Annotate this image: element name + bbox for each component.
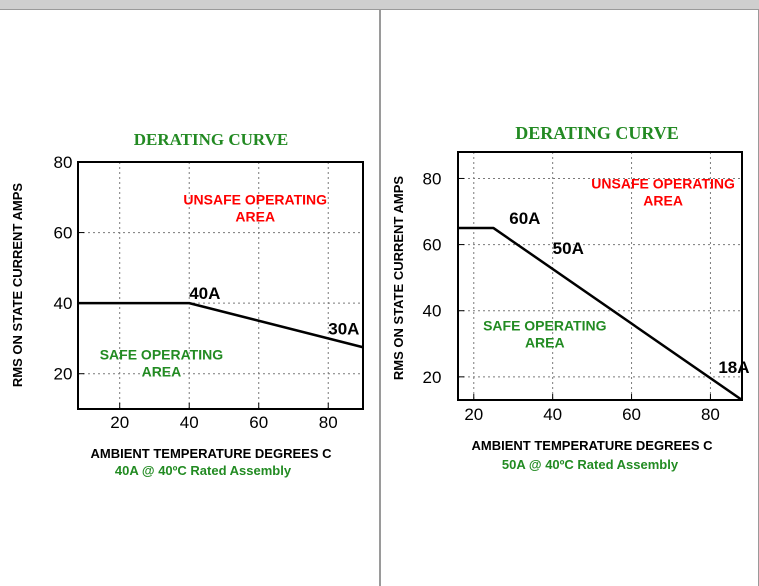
point-label: 40A bbox=[189, 284, 220, 303]
y-tick-label: 80 bbox=[54, 153, 73, 172]
x-tick-label: 40 bbox=[180, 413, 199, 432]
top-border-bar bbox=[0, 0, 759, 10]
rating-subtitle: 40A @ 40ºC Rated Assembly bbox=[115, 463, 292, 478]
point-label: 30A bbox=[328, 319, 359, 338]
unsafe-area-label: UNSAFE OPERATING bbox=[591, 175, 735, 191]
derating-line bbox=[78, 301, 364, 349]
plot-frame bbox=[457, 151, 743, 401]
x-tick-label: 60 bbox=[249, 413, 268, 432]
unsafe-area-label: AREA bbox=[235, 208, 275, 224]
unsafe-area-label: UNSAFE OPERATING bbox=[183, 191, 327, 207]
safe-area-label: AREA bbox=[142, 364, 182, 380]
x-tick-label: 60 bbox=[622, 405, 641, 424]
point-label: 60A bbox=[509, 209, 540, 228]
derating-line bbox=[458, 226, 743, 402]
safe-area-label: AREA bbox=[525, 335, 565, 351]
y-tick-label: 60 bbox=[423, 236, 442, 255]
left-table-cell bbox=[0, 10, 380, 586]
plot-frame bbox=[77, 161, 364, 410]
y-axis-label: RMS ON STATE CURRENT AMPS bbox=[10, 183, 25, 387]
y-tick-label: 40 bbox=[54, 294, 73, 313]
unsafe-area-label: AREA bbox=[643, 192, 683, 208]
x-tick-label: 20 bbox=[464, 405, 483, 424]
x-axis-label: AMBIENT TEMPERATURE DEGREES C bbox=[472, 438, 714, 453]
y-tick-label: 80 bbox=[423, 169, 442, 188]
x-axis-label: AMBIENT TEMPERATURE DEGREES C bbox=[91, 446, 333, 461]
safe-area-label: SAFE OPERATING bbox=[100, 347, 224, 363]
y-tick-label: 60 bbox=[54, 224, 73, 243]
point-label: 18A bbox=[718, 358, 749, 377]
chart-title: DERATING CURVE bbox=[134, 130, 288, 149]
x-tick-label: 40 bbox=[543, 405, 562, 424]
chart-title: DERATING CURVE bbox=[515, 123, 679, 143]
y-tick-label: 40 bbox=[423, 302, 442, 321]
x-tick-label: 20 bbox=[110, 413, 129, 432]
x-tick-label: 80 bbox=[319, 413, 338, 432]
y-tick-label: 20 bbox=[423, 368, 442, 387]
y-axis-label: RMS ON STATE CURRENT AMPS bbox=[391, 176, 406, 380]
rating-subtitle: 50A @ 40ºC Rated Assembly bbox=[502, 457, 679, 472]
x-tick-label: 80 bbox=[701, 405, 720, 424]
y-tick-label: 20 bbox=[54, 365, 73, 384]
safe-area-label: SAFE OPERATING bbox=[483, 318, 607, 334]
point-label: 50A bbox=[553, 239, 584, 258]
